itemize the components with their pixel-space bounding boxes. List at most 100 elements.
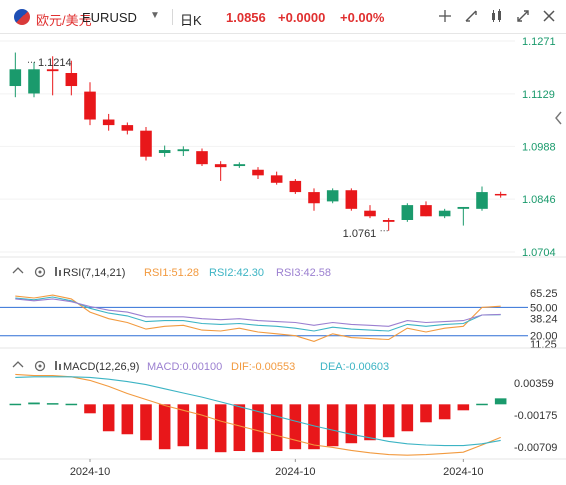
- candle: [476, 186, 488, 211]
- candle: [345, 188, 358, 211]
- price-axis-label: 1.0704: [522, 247, 556, 259]
- candle: [177, 146, 190, 156]
- macd-histogram-bar: [65, 403, 78, 406]
- candle-body: [28, 69, 40, 94]
- macd-histogram-bar: [438, 404, 451, 420]
- candle: [382, 218, 395, 231]
- candle: [28, 62, 40, 98]
- rsi-axis-label: 11.25: [530, 339, 557, 351]
- macd-histogram-bar: [345, 404, 358, 444]
- gear-icon[interactable]: [34, 360, 46, 372]
- candle-body: [382, 219, 395, 222]
- candle: [65, 60, 78, 96]
- indicator-icon[interactable]: [488, 9, 506, 27]
- macd-value: MACD:0.00100: [147, 361, 222, 373]
- candle-body: [65, 73, 78, 87]
- candle-body: [476, 192, 488, 209]
- rsi-axis-label: 65.25: [530, 288, 558, 300]
- candle: [196, 148, 208, 167]
- price-change-pct: +0.00%: [340, 10, 385, 25]
- rsi-axis-label: 20.00: [530, 331, 558, 343]
- gear-icon[interactable]: [34, 266, 46, 278]
- candle: [364, 205, 376, 219]
- candle-body: [196, 151, 208, 165]
- header-divider: [172, 9, 173, 25]
- macd-histogram-bar: [382, 404, 395, 438]
- macd-histogram-bar: [84, 404, 96, 414]
- crosshair-icon[interactable]: [436, 9, 454, 27]
- candle-body: [457, 206, 470, 209]
- candle: [270, 171, 283, 185]
- dif-value: DIF:-0.00553: [231, 361, 295, 373]
- candle: [233, 162, 246, 168]
- macd-histogram-bar: [420, 404, 432, 423]
- candle: [84, 82, 96, 126]
- candle: [214, 161, 227, 181]
- dea-line: [15, 376, 501, 447]
- candle: [308, 188, 320, 211]
- macd-histogram-bar: [289, 404, 302, 450]
- macd-pane: MACD(12,26,9) MACD:0.00100 DIF:-0.00553 …: [0, 347, 566, 456]
- close-icon[interactable]: [540, 9, 558, 27]
- macd-axis-label: 0.00359: [514, 378, 554, 390]
- rsi3-line: [15, 298, 501, 327]
- candle-body: [214, 164, 227, 168]
- macd-histogram-bar: [28, 402, 40, 405]
- collapse-icon[interactable]: [12, 361, 24, 368]
- candle-body: [420, 205, 432, 217]
- rsi3-value: RSI3:42.58: [276, 267, 331, 279]
- macd-histogram-bar: [214, 404, 227, 453]
- macd-histogram-bar: [457, 404, 470, 411]
- macd-histogram-bar: [177, 404, 190, 447]
- candle-body: [438, 210, 451, 217]
- candle: [326, 188, 339, 204]
- candle-body: [270, 175, 283, 183]
- candle-body: [9, 69, 22, 87]
- pair-name[interactable]: 欧元/美元: [36, 13, 92, 28]
- ticker-symbol[interactable]: EURUSD: [82, 10, 137, 25]
- candle: [252, 167, 264, 180]
- main-pane: 1.1271 1.1129 1.0988 1.0846 1.0704 1.1214 1.…: [0, 36, 562, 259]
- candle-body: [308, 192, 320, 204]
- candle-body: [46, 69, 59, 72]
- candle: [9, 52, 22, 98]
- price-axis-label: 1.1129: [522, 89, 555, 101]
- price-axis-label: 1.0988: [522, 141, 556, 153]
- macd-histogram-bar: [476, 403, 488, 406]
- chevron-left-icon[interactable]: [555, 111, 562, 125]
- rsi1-value: RSI1:51.28: [144, 267, 199, 279]
- interval-selector[interactable]: 日K: [180, 13, 202, 28]
- candle-body: [140, 130, 152, 157]
- candle-body: [233, 164, 246, 167]
- macd-histogram-bar: [270, 404, 283, 452]
- candle-body: [102, 119, 115, 126]
- candle: [420, 201, 432, 217]
- macd-legend: MACD(12,26,9) MACD:0.00100 DIF:-0.00553 …: [12, 360, 389, 373]
- chevron-down-icon[interactable]: ▼: [150, 10, 160, 21]
- macd-histogram-bar: [364, 404, 376, 441]
- chart-canvas[interactable]: 1.1271 1.1129 1.0988 1.0846 1.0704 1.1214 1.…: [0, 34, 566, 485]
- candle-body: [252, 169, 264, 176]
- rsi-legend: RSI(7,14,21) RSI1:51.28 RSI2:42.30 RSI3:…: [12, 266, 331, 279]
- fullscreen-icon[interactable]: [514, 9, 532, 27]
- x-axis-label: 2024-10: [443, 466, 483, 478]
- candle: [401, 203, 414, 222]
- candle-body: [494, 193, 507, 196]
- candle-body: [84, 91, 96, 120]
- rsi-label: RSI(7,14,21): [63, 267, 125, 279]
- chart-header: 欧元/美元 EURUSD ▼ 日K 1.0856 +0.0000 +0.00%: [0, 0, 566, 34]
- chart-settings-icon[interactable]: [462, 9, 480, 27]
- candle-body: [158, 150, 171, 154]
- macd-histogram-bar: [326, 404, 339, 447]
- dea-value: DEA:-0.00603: [320, 361, 389, 373]
- macd-axis-label: -0.00175: [514, 410, 557, 422]
- candle: [46, 56, 59, 96]
- svg-text:1.1214: 1.1214: [38, 57, 72, 69]
- candle-body: [121, 125, 134, 131]
- eur-usd-flag-icon: [14, 9, 30, 25]
- rsi-axis-label: 50.00: [530, 302, 558, 314]
- macd-histogram-bar: [102, 404, 115, 432]
- collapse-icon[interactable]: [12, 267, 24, 274]
- macd-label: MACD(12,26,9): [63, 361, 139, 373]
- low-annotation: 1.0761: [343, 228, 389, 240]
